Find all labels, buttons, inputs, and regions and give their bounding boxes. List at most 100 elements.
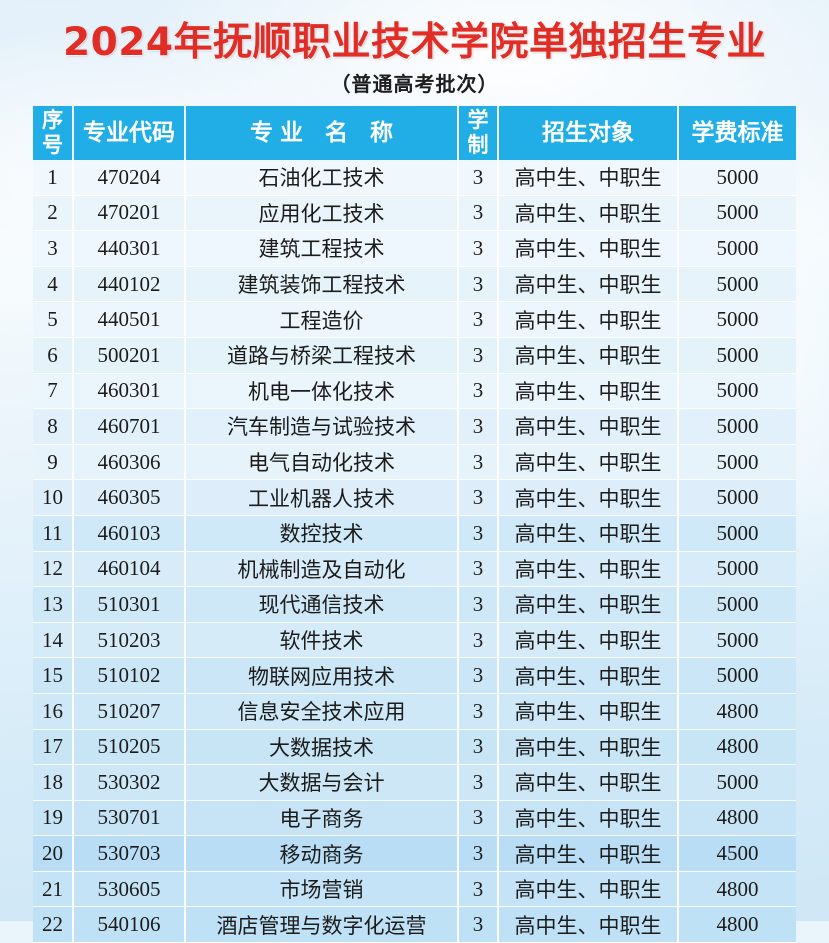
cell-no: 16 [33, 693, 74, 730]
column-header-code: 专业代码 [73, 106, 186, 160]
cell-name: 电气自动化技术 [185, 444, 459, 481]
cell-target: 高中生、中职生 [498, 230, 679, 267]
table-row: 7 460301 机电一体化技术 3 高中生、中职生 5000 [33, 373, 796, 410]
cell-name: 移动商务 [185, 835, 459, 872]
cell-name: 大数据技术 [185, 729, 459, 766]
cell-code: 540106 [73, 906, 186, 943]
cell-target: 高中生、中职生 [498, 764, 679, 801]
table-row: 9 460306 电气自动化技术 3 高中生、中职生 5000 [33, 444, 796, 481]
table-row: 18 530302 大数据与会计 3 高中生、中职生 5000 [33, 764, 796, 801]
table-header-row: 序号 专业代码 专业 名 称 学制 招生对象 学费标准 [33, 106, 796, 160]
cell-tuition: 5000 [678, 337, 796, 374]
cell-name: 电子商务 [185, 800, 459, 837]
cell-code: 510203 [73, 622, 186, 659]
cell-name: 物联网应用技术 [185, 657, 459, 694]
cell-no: 14 [33, 622, 74, 659]
cell-code: 440102 [73, 266, 186, 303]
cell-years: 3 [458, 835, 499, 872]
cell-target: 高中生、中职生 [498, 551, 679, 588]
cell-tuition: 4800 [678, 871, 796, 908]
cell-years: 3 [458, 479, 499, 516]
table-row: 14 510203 软件技术 3 高中生、中职生 5000 [33, 622, 796, 659]
cell-name: 机械制造及自动化 [185, 551, 459, 588]
cell-target: 高中生、中职生 [498, 693, 679, 730]
cell-no: 19 [33, 800, 74, 837]
cell-tuition: 5000 [678, 266, 796, 303]
column-header-no: 序号 [33, 106, 74, 160]
cell-code: 510207 [73, 693, 186, 730]
cell-years: 3 [458, 764, 499, 801]
cell-code: 530701 [73, 800, 186, 837]
cell-years: 3 [458, 444, 499, 481]
cell-code: 470204 [73, 160, 186, 196]
cell-no: 20 [33, 835, 74, 872]
cell-code: 500201 [73, 337, 186, 374]
table-row: 19 530701 电子商务 3 高中生、中职生 4800 [33, 800, 796, 837]
cell-code: 460306 [73, 444, 186, 481]
cell-no: 13 [33, 586, 74, 623]
table-row: 5 440501 工程造价 3 高中生、中职生 5000 [33, 301, 796, 338]
cell-years: 3 [458, 408, 499, 445]
cell-years: 3 [458, 373, 499, 410]
cell-tuition: 4800 [678, 800, 796, 837]
table-row: 17 510205 大数据技术 3 高中生、中职生 4800 [33, 729, 796, 766]
page-title: 2024年抚顺职业技术学院单独招生专业 [62, 20, 767, 65]
cell-tuition: 4500 [678, 835, 796, 872]
cell-name: 道路与桥梁工程技术 [185, 337, 459, 374]
cell-no: 12 [33, 551, 74, 588]
cell-target: 高中生、中职生 [498, 479, 679, 516]
cell-tuition: 5000 [678, 195, 796, 232]
cell-target: 高中生、中职生 [498, 515, 679, 552]
cell-years: 3 [458, 657, 499, 694]
cell-no: 2 [33, 195, 74, 232]
title-block: 2024年抚顺职业技术学院单独招生专业 （普通高考批次） [0, 0, 829, 98]
cell-target: 高中生、中职生 [498, 835, 679, 872]
cell-code: 470201 [73, 195, 186, 232]
table-row: 8 460701 汽车制造与试验技术 3 高中生、中职生 5000 [33, 408, 796, 445]
table-row: 12 460104 机械制造及自动化 3 高中生、中职生 5000 [33, 551, 796, 588]
cell-tuition: 4800 [678, 693, 796, 730]
column-header-target: 招生对象 [498, 106, 679, 160]
cell-no: 5 [33, 301, 74, 338]
cell-code: 510102 [73, 657, 186, 694]
table-row: 10 460305 工业机器人技术 3 高中生、中职生 5000 [33, 479, 796, 516]
cell-target: 高中生、中职生 [498, 266, 679, 303]
cell-code: 530302 [73, 764, 186, 801]
table-row: 21 530605 市场营销 3 高中生、中职生 4800 [33, 871, 796, 908]
cell-name: 数控技术 [185, 515, 459, 552]
table-row: 4 440102 建筑装饰工程技术 3 高中生、中职生 5000 [33, 266, 796, 303]
cell-no: 7 [33, 373, 74, 410]
cell-code: 460104 [73, 551, 186, 588]
majors-table: 序号 专业代码 专业 名 称 学制 招生对象 学费标准 1 470204 石油化工技… [33, 106, 796, 943]
cell-target: 高中生、中职生 [498, 906, 679, 943]
cell-name: 信息安全技术应用 [185, 693, 459, 730]
cell-name: 现代通信技术 [185, 586, 459, 623]
cell-name: 市场营销 [185, 871, 459, 908]
cell-years: 3 [458, 337, 499, 374]
cell-code: 460305 [73, 479, 186, 516]
cell-target: 高中生、中职生 [498, 408, 679, 445]
cell-years: 3 [458, 906, 499, 943]
table-row: 3 440301 建筑工程技术 3 高中生、中职生 5000 [33, 230, 796, 267]
table-row: 2 470201 应用化工技术 3 高中生、中职生 5000 [33, 195, 796, 232]
cell-years: 3 [458, 301, 499, 338]
cell-code: 460701 [73, 408, 186, 445]
cell-name: 大数据与会计 [185, 764, 459, 801]
cell-code: 530703 [73, 835, 186, 872]
cell-no: 4 [33, 266, 74, 303]
cell-target: 高中生、中职生 [498, 195, 679, 232]
cell-tuition: 5000 [678, 160, 796, 196]
table-row: 16 510207 信息安全技术应用 3 高中生、中职生 4800 [33, 693, 796, 730]
column-header-name: 专业 名 称 [185, 106, 459, 160]
cell-years: 3 [458, 729, 499, 766]
cell-years: 3 [458, 800, 499, 837]
cell-tuition: 5000 [678, 408, 796, 445]
majors-table-container: 序号 专业代码 专业 名 称 学制 招生对象 学费标准 1 470204 石油化工技… [33, 106, 796, 943]
cell-tuition: 4800 [678, 729, 796, 766]
cell-no: 10 [33, 479, 74, 516]
cell-years: 3 [458, 266, 499, 303]
cell-name: 石油化工技术 [185, 160, 459, 196]
cell-target: 高中生、中职生 [498, 337, 679, 374]
cell-code: 510205 [73, 729, 186, 766]
